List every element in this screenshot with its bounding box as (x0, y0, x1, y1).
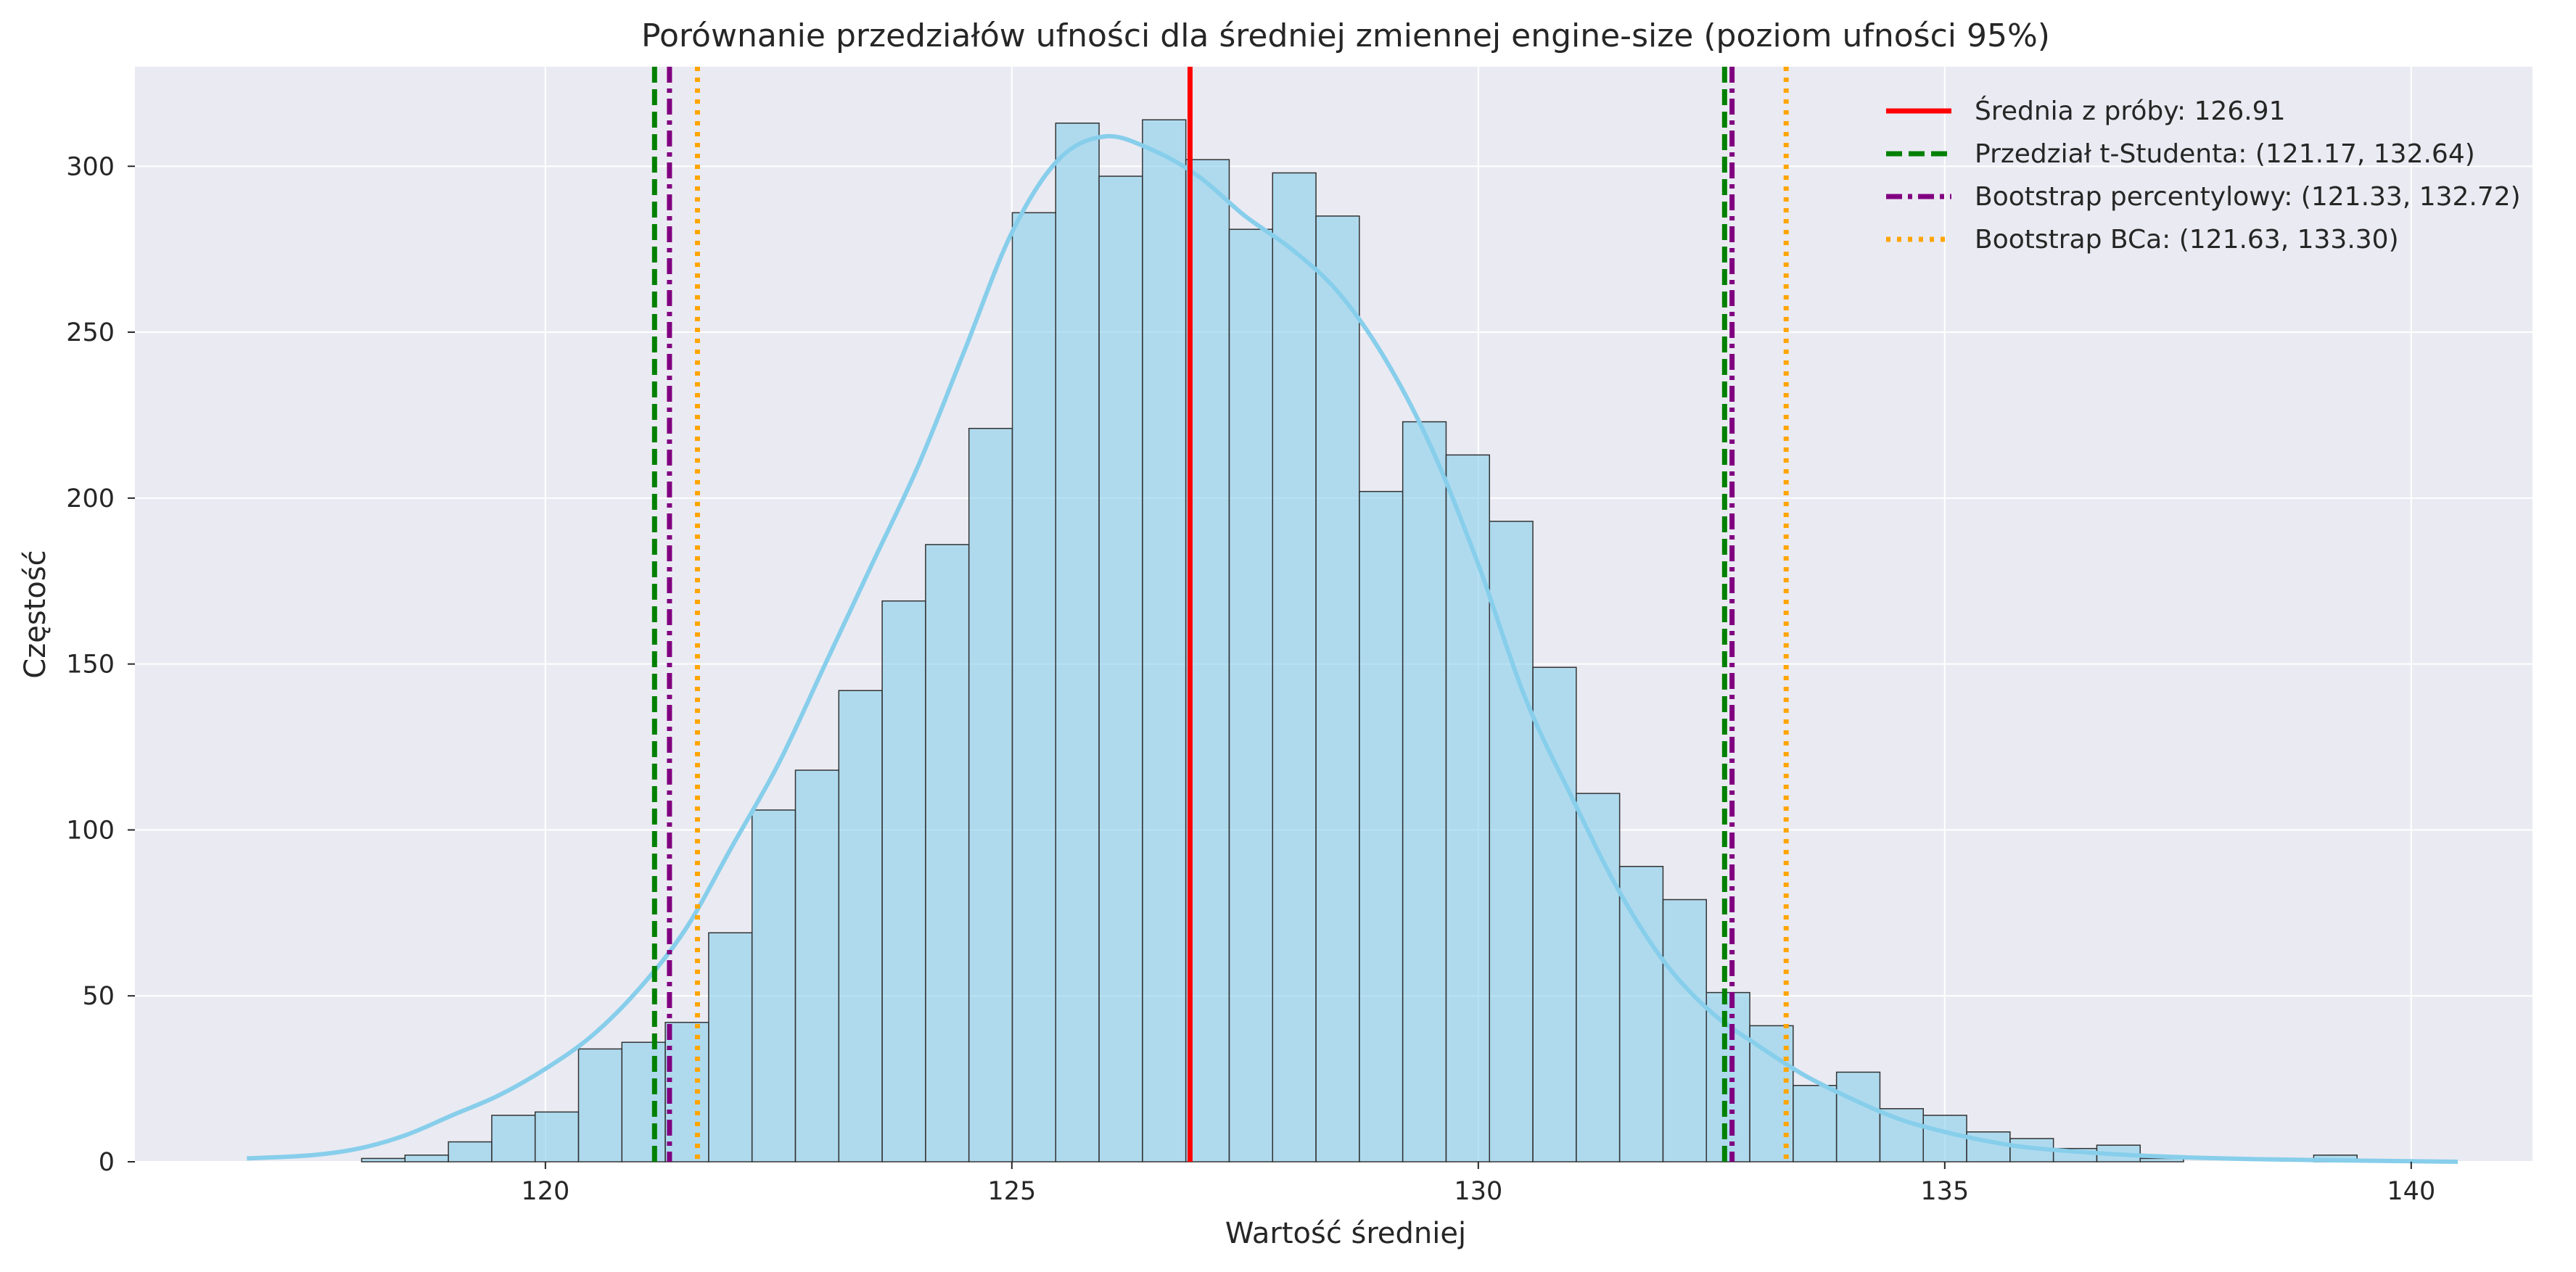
y-axis-label: Częstość (19, 550, 52, 678)
histogram-bar (1879, 1108, 1924, 1162)
histogram-bar (1011, 212, 1057, 1162)
histogram-bar (1402, 421, 1447, 1162)
histogram-bar (577, 1048, 623, 1162)
histogram-bar (1359, 490, 1404, 1162)
histogram-bar (1705, 991, 1750, 1162)
histogram-bar (1272, 172, 1317, 1162)
histogram-bar (491, 1115, 536, 1162)
y-tick-label-5: 250 (66, 318, 115, 347)
legend-label-3: Bootstrap BCa: (121.63, 133.30) (1975, 225, 2399, 255)
y-tick-label-2: 100 (66, 816, 115, 845)
histogram-bar (1922, 1115, 1967, 1162)
histogram-bar (1185, 159, 1230, 1162)
legend-label-1: Przedział t-Studenta: (121.17, 132.64) (1975, 139, 2475, 169)
kde-line (247, 133, 2458, 1164)
histogram-bar (881, 600, 926, 1162)
x-tick-label-3: 135 (1920, 1177, 1969, 1206)
histogram-bar (708, 932, 753, 1162)
histogram-bar (925, 544, 970, 1162)
y-tick-label-1: 50 (82, 982, 115, 1011)
x-tick-label-4: 140 (2387, 1177, 2435, 1206)
histogram-bar (968, 428, 1013, 1162)
legend-label-2: Bootstrap percentylowy: (121.33, 132.72) (1975, 182, 2521, 212)
histogram-bar (1098, 175, 1143, 1162)
histogram-bar (838, 690, 883, 1162)
y-axis-ticks: 0 50 100 150 200 250 300 (66, 152, 135, 1177)
histogram-bar (1618, 866, 1664, 1162)
legend: Średnia z próby: 126.91 Przedział t-Stude… (1886, 96, 2521, 255)
histogram-bar (1055, 123, 1100, 1162)
y-tick-label-6: 300 (66, 152, 115, 181)
histogram-bar (1835, 1071, 1881, 1162)
histogram-bars (361, 119, 2358, 1162)
histogram-bar (751, 809, 797, 1162)
x-tick-label-1: 125 (987, 1177, 1036, 1206)
x-tick-label-2: 130 (1454, 1177, 1502, 1206)
histogram-bar (794, 769, 840, 1162)
x-tick-label-0: 120 (521, 1177, 569, 1206)
histogram-bar (1315, 215, 1360, 1162)
histogram-bar (448, 1141, 493, 1162)
histogram-bar (1489, 521, 1534, 1162)
histogram-bar (1142, 119, 1187, 1162)
histogram-bar (534, 1111, 580, 1162)
y-tick-label-0: 0 (99, 1148, 115, 1177)
ci-lines (651, 67, 1789, 1162)
histogram-bar (361, 1157, 406, 1162)
histogram-bar (621, 1041, 666, 1162)
chart-title: Porównanie przedziałów ufności dla średn… (641, 17, 2050, 54)
legend-label-0: Średnia z próby: 126.91 (1975, 96, 2285, 126)
histogram-bar (1532, 666, 1577, 1162)
histogram-bar (1445, 454, 1491, 1162)
y-tick-label-4: 200 (66, 484, 115, 513)
x-axis-label: Wartość średniej (1225, 1217, 1466, 1250)
y-tick-label-3: 150 (66, 651, 115, 680)
histogram-bar (404, 1155, 449, 1162)
histogram-bar (1793, 1085, 1838, 1162)
kde-curve (247, 133, 2458, 1164)
histogram-bar (1662, 899, 1708, 1162)
x-axis-ticks: 120 125 130 135 140 (521, 1162, 2435, 1206)
histogram-bar (664, 1022, 709, 1162)
histogram-bar (1228, 228, 1274, 1162)
